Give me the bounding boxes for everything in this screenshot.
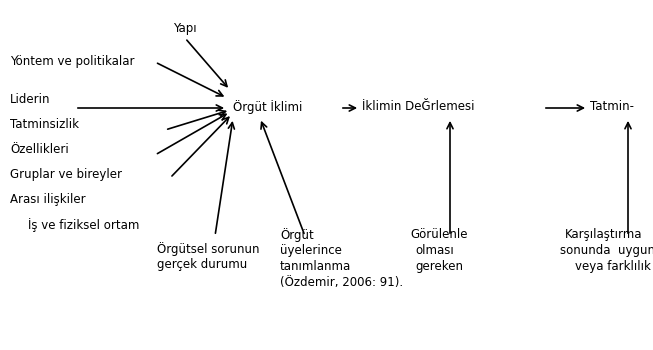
Text: üyelerince: üyelerince <box>280 244 342 257</box>
Text: tanımlanma: tanımlanma <box>280 260 351 273</box>
Text: Örgüt İklimi: Örgüt İklimi <box>233 100 302 114</box>
Text: İş ve fiziksel ortam: İş ve fiziksel ortam <box>28 218 139 232</box>
Text: sonunda  uygunluk: sonunda uygunluk <box>560 244 653 257</box>
Text: Arası ilişkiler: Arası ilişkiler <box>10 193 86 206</box>
Text: Liderin: Liderin <box>10 93 50 106</box>
Text: Örgütsel sorunun: Örgütsel sorunun <box>157 242 259 256</box>
Text: gerçek durumu: gerçek durumu <box>157 258 247 271</box>
Text: İklimin DeĞrlemesi: İklimin DeĞrlemesi <box>362 100 475 113</box>
Text: Gruplar ve bireyler: Gruplar ve bireyler <box>10 168 122 181</box>
Text: olması: olması <box>415 244 454 257</box>
Text: Karşılaştırma: Karşılaştırma <box>565 228 643 241</box>
Text: Özellikleri: Özellikleri <box>10 143 69 156</box>
Text: Görülenle: Görülenle <box>410 228 468 241</box>
Text: Yapı: Yapı <box>173 22 197 35</box>
Text: veya farklılık: veya farklılık <box>575 260 651 273</box>
Text: Tatminsizlik: Tatminsizlik <box>10 118 79 131</box>
Text: Tatmin-: Tatmin- <box>590 100 634 113</box>
Text: Yöntem ve politikalar: Yöntem ve politikalar <box>10 55 135 68</box>
Text: gereken: gereken <box>415 260 463 273</box>
Text: Örgüt: Örgüt <box>280 228 313 242</box>
Text: (Özdemir, 2006: 91).: (Özdemir, 2006: 91). <box>280 276 403 289</box>
